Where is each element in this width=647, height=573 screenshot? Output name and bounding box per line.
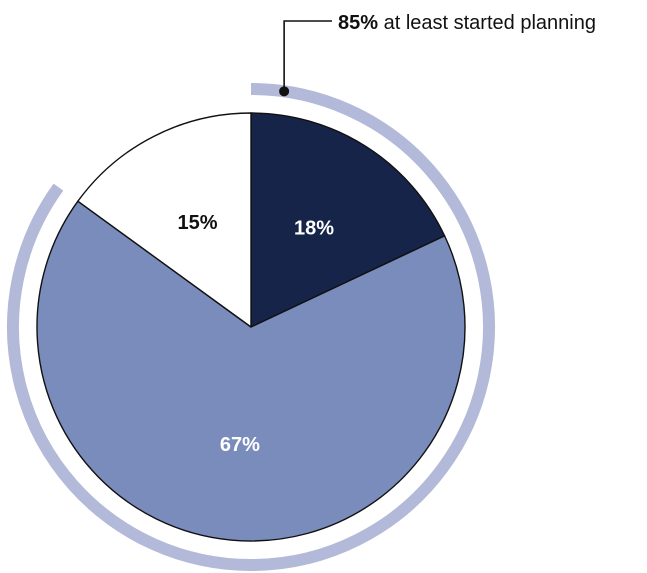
callout-leader-line xyxy=(284,21,332,91)
callout-text: 85% at least started planning xyxy=(338,12,596,34)
pie-slices xyxy=(37,113,465,541)
callout-dot xyxy=(279,86,289,96)
pie-slice-label-1: 18% xyxy=(294,218,334,240)
pie-slice-label-2: 67% xyxy=(220,434,260,456)
pie-slice-label-3: 15% xyxy=(178,212,218,234)
callout-description: at least started planning xyxy=(378,12,596,34)
callout: 85% at least started planning xyxy=(279,12,596,96)
callout-value: 85% xyxy=(338,12,378,34)
